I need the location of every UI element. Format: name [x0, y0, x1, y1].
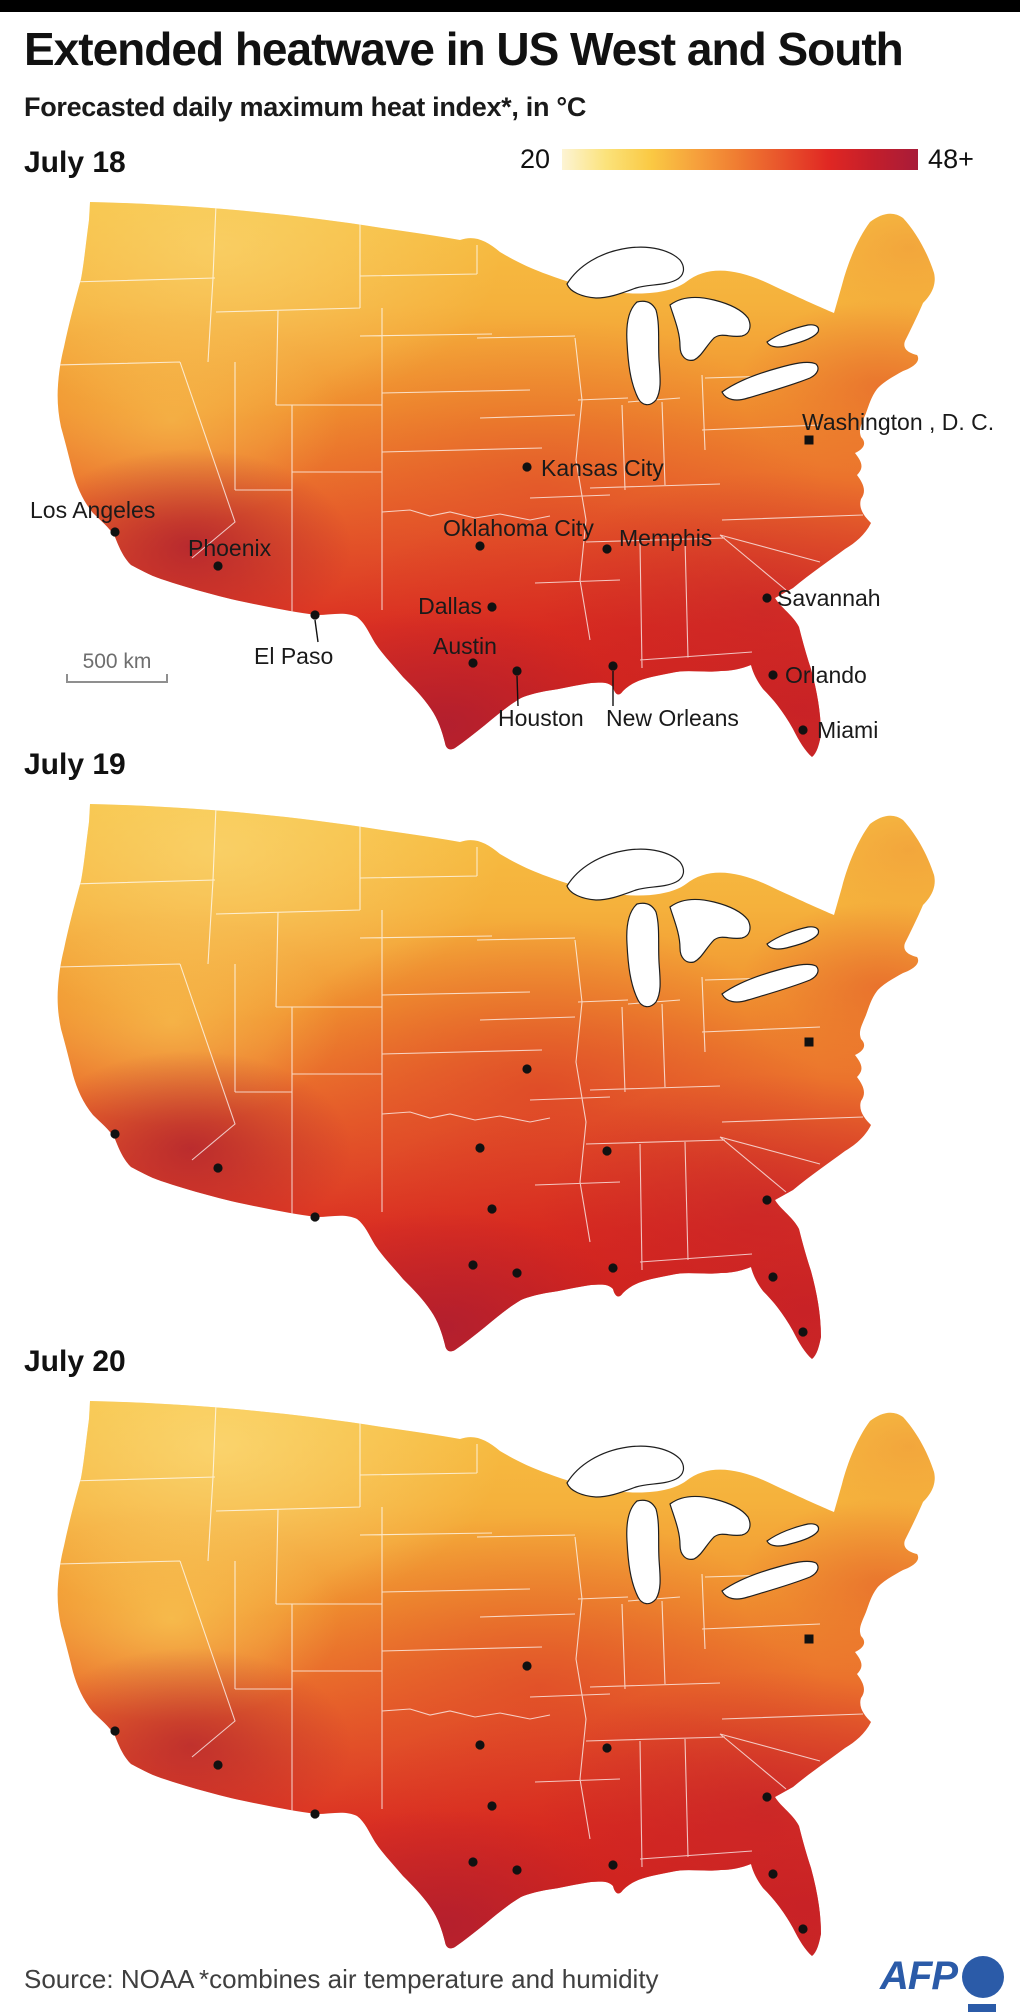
city-marker-dot	[608, 1860, 618, 1870]
heat-surface	[57, 804, 935, 1359]
city-marker-dot	[602, 1146, 612, 1156]
city-label: Savannah	[777, 585, 881, 611]
city-marker-dot	[213, 561, 223, 571]
city-marker-square	[804, 435, 814, 445]
us-heat-map	[30, 792, 975, 1367]
city-marker-dot	[110, 1726, 120, 1736]
map-date-label: July 19	[24, 748, 126, 781]
heat-surface	[57, 1401, 935, 1956]
page-title: Extended heatwave in US West and South	[24, 23, 904, 75]
city-marker-dot	[213, 1760, 223, 1770]
city-marker-dot	[522, 1064, 532, 1074]
city-label: Austin	[433, 633, 497, 659]
footer: Source: NOAA *combines air temperature a…	[0, 1946, 1020, 2012]
city-marker-dot	[310, 1212, 320, 1222]
map-date-label: July 20	[24, 1345, 126, 1378]
city-label: Oklahoma City	[443, 515, 594, 541]
map-date-label: July 18	[24, 146, 126, 179]
city-marker-dot	[512, 666, 522, 676]
city-marker-dot	[768, 1272, 778, 1282]
city-label: Miami	[817, 717, 878, 743]
city-marker-dot	[468, 1260, 478, 1270]
great-lakes	[566, 848, 820, 1008]
scale-bar-label: 500 km	[83, 650, 152, 673]
city-marker-dot	[768, 670, 778, 680]
heat-index-legend: 20 48+	[520, 144, 1006, 174]
city-marker-dot	[798, 1924, 808, 1934]
leader-line	[314, 619, 319, 643]
city-marker-dot	[512, 1268, 522, 1278]
city-marker-dot	[475, 1740, 485, 1750]
legend-min-label: 20	[520, 143, 551, 174]
city-marker-dot	[762, 593, 772, 603]
city-label: Dallas	[418, 593, 482, 619]
city-marker-dot	[487, 1801, 497, 1811]
state-borders	[57, 203, 864, 669]
state-borders	[57, 1402, 864, 1868]
city-label: Memphis	[619, 525, 712, 551]
city-marker-dot	[602, 1743, 612, 1753]
scale-bar: 500 km	[66, 650, 168, 683]
city-label: Washington , D. C.	[802, 409, 994, 435]
city-marker-dot	[475, 1143, 485, 1153]
city-marker-dot	[468, 658, 478, 668]
city-marker-dot	[522, 462, 532, 472]
us-heat-map	[30, 1389, 975, 1964]
city-label: Orlando	[785, 662, 867, 688]
us-heat-map: 500 km Los Angeles Phoenix El Paso Oklahoma …	[30, 190, 994, 765]
page-subtitle: Forecasted daily maximum heat index*, in…	[24, 92, 587, 122]
city-marker-dot	[310, 610, 320, 620]
city-marker-dot	[475, 541, 485, 551]
city-marker-dot	[798, 1327, 808, 1337]
city-marker-dot	[608, 1263, 618, 1273]
city-marker-square	[804, 1037, 814, 1047]
afp-logo-text: AFP	[880, 1954, 958, 1998]
afp-partial-element	[968, 2004, 996, 2012]
top-bar	[0, 0, 1020, 12]
city-marker-dot	[512, 1865, 522, 1875]
city-label: Phoenix	[188, 535, 272, 561]
city-marker-square	[804, 1634, 814, 1644]
afp-logo: AFP	[880, 1954, 1004, 1999]
city-marker-dot	[487, 602, 497, 612]
city-marker-dot	[768, 1869, 778, 1879]
city-marker-dot	[602, 544, 612, 554]
city-marker-dot	[213, 1163, 223, 1173]
city-marker-dot	[608, 661, 618, 671]
city-label: El Paso	[254, 643, 333, 669]
legend-gradient-bar	[562, 148, 919, 170]
great-lakes	[566, 1445, 820, 1605]
footnote-text: *combines air temperature and humidity	[199, 1964, 659, 1994]
city-label: New Orleans	[606, 705, 739, 731]
source-text: Source: NOAA	[24, 1964, 195, 1994]
afp-logo-circle	[962, 1955, 1004, 1998]
city-marker-dot	[487, 1204, 497, 1214]
city-marker-dot	[468, 1857, 478, 1867]
city-marker-dot	[798, 725, 808, 735]
city-label: Kansas City	[541, 455, 664, 481]
state-borders	[57, 805, 864, 1271]
city-marker-dot	[762, 1195, 772, 1205]
city-label: Los Angeles	[30, 497, 155, 523]
legend-max-label: 48+	[928, 143, 974, 174]
city-marker-dot	[110, 1129, 120, 1139]
city-marker-dot	[522, 1661, 532, 1671]
city-marker-dot	[762, 1792, 772, 1802]
city-label: Houston	[498, 705, 584, 731]
heat-surface	[57, 202, 935, 757]
city-marker-dot	[310, 1809, 320, 1819]
great-lakes	[566, 246, 820, 406]
city-marker-dot	[110, 527, 120, 537]
leader-line	[516, 675, 519, 707]
